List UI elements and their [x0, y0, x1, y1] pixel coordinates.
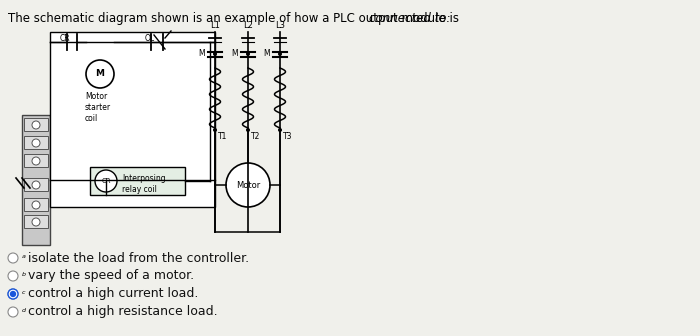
Circle shape [8, 307, 18, 317]
Circle shape [32, 139, 40, 147]
Text: isolate the load from the controller.: isolate the load from the controller. [28, 252, 249, 264]
Text: The schematic diagram shown is an example of how a PLC output module is: The schematic diagram shown is an exampl… [8, 12, 463, 25]
Text: $^{a}$: $^{a}$ [21, 253, 27, 262]
Text: control a high current load.: control a high current load. [28, 288, 198, 300]
Text: $^{d}$: $^{d}$ [21, 307, 27, 317]
Text: L1: L1 [210, 21, 220, 30]
Circle shape [95, 170, 117, 192]
Bar [24, 198, 48, 211]
Circle shape [86, 60, 114, 88]
Circle shape [8, 253, 18, 263]
Circle shape [32, 201, 40, 209]
Text: Motor: Motor [236, 180, 260, 190]
Text: Motor
starter
coil: Motor starter coil [85, 92, 111, 123]
Circle shape [8, 289, 18, 299]
Circle shape [32, 121, 40, 129]
Text: Interposing
relay coil: Interposing relay coil [122, 174, 166, 194]
Text: connected to:: connected to: [370, 12, 451, 25]
Circle shape [32, 181, 40, 189]
Text: CR: CR [60, 34, 71, 43]
Bar [90, 167, 185, 195]
Bar [22, 115, 50, 245]
Text: T1: T1 [218, 132, 228, 141]
Bar [24, 154, 48, 167]
Text: T3: T3 [283, 132, 293, 141]
Text: M: M [232, 49, 238, 58]
Circle shape [246, 52, 250, 56]
Text: L2: L2 [243, 21, 253, 30]
Circle shape [226, 163, 270, 207]
Circle shape [8, 271, 18, 281]
Bar [24, 136, 48, 149]
Text: $^{c}$: $^{c}$ [21, 290, 27, 298]
Bar [24, 178, 48, 191]
Circle shape [246, 128, 250, 132]
Text: OL: OL [145, 34, 155, 43]
Circle shape [213, 128, 217, 132]
Text: CR: CR [102, 178, 111, 184]
Text: M: M [198, 49, 205, 58]
Circle shape [32, 218, 40, 226]
Text: vary the speed of a motor.: vary the speed of a motor. [28, 269, 194, 283]
Text: T2: T2 [251, 132, 260, 141]
Text: M: M [95, 70, 104, 79]
Text: control a high resistance load.: control a high resistance load. [28, 305, 218, 319]
Circle shape [10, 291, 16, 297]
Circle shape [213, 52, 217, 56]
Bar [24, 118, 48, 131]
Circle shape [278, 52, 282, 56]
Text: L3: L3 [275, 21, 285, 30]
Bar [50, 32, 215, 207]
Text: M: M [263, 49, 270, 58]
Circle shape [8, 289, 18, 299]
Bar [24, 215, 48, 228]
Circle shape [32, 157, 40, 165]
Circle shape [278, 128, 282, 132]
Text: $^{b}$: $^{b}$ [21, 271, 27, 281]
